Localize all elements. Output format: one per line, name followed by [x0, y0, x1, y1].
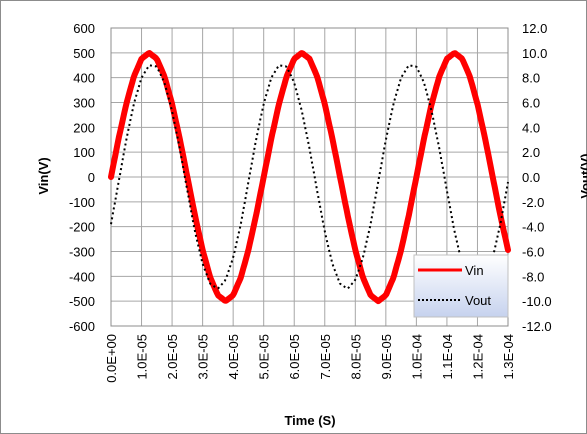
left-axis-tick-label: 600	[73, 21, 95, 36]
x-axis-tick-label: 3.0E-05	[196, 334, 211, 380]
series-line-vout	[110, 64, 509, 290]
right-axis-tick-label: -12.0	[522, 319, 552, 334]
left-axis-tick-label: -200	[69, 220, 95, 235]
x-axis-tick-label: 1.2E-04	[470, 334, 485, 380]
right-axis-tick-label: -2.0	[522, 195, 544, 210]
left-axis-tick-label: -100	[69, 195, 95, 210]
left-axis-tick-label: 300	[73, 96, 95, 111]
x-axis-tick-label: 0.0E+00	[104, 334, 119, 383]
series-line-vin	[108, 50, 511, 305]
legend-label-vin: Vin	[465, 263, 484, 278]
left-axis-title: Vin(V)	[36, 157, 51, 194]
x-axis-tick-label: 4.0E-05	[226, 334, 241, 380]
left-axis-tick-label: 400	[73, 71, 95, 86]
right-axis-tick-label: 8.0	[522, 71, 540, 86]
x-axis-title: Time (S)	[284, 413, 335, 428]
x-axis-tick-label: 5.0E-05	[257, 334, 272, 380]
right-axis-title: Vout(V)	[578, 153, 587, 198]
right-axis-tick-label: -10.0	[522, 294, 552, 309]
left-axis-tick-label: -300	[69, 245, 95, 260]
left-axis-tick-label: 0	[88, 170, 95, 185]
legend-box	[413, 254, 509, 318]
x-axis-tick-label: 1.3E-04	[501, 334, 516, 380]
x-axis-tick-label: 6.0E-05	[287, 334, 302, 380]
left-axis-tick-label: 500	[73, 46, 95, 61]
left-axis-tick-label: -500	[69, 294, 95, 309]
x-axis-tick-label: 9.0E-05	[379, 334, 394, 380]
x-axis-tick-labels: 0.0E+00 1.0E-05 2.0E-05 3.0E-05 4.0E-05 5.0E-…	[104, 334, 516, 383]
right-axis-tick-label: 2.0	[522, 145, 540, 160]
left-axis-tick-label: 200	[73, 120, 95, 135]
right-axis-tick-label: 0.0	[522, 170, 540, 185]
left-axis-tick-label: -600	[69, 319, 95, 334]
left-axis-tick-label: 100	[73, 145, 95, 160]
right-axis-tick-label: 4.0	[522, 120, 540, 135]
x-axis-tick-label: 1.1E-04	[440, 334, 455, 380]
x-axis-tick-label: 7.0E-05	[318, 334, 333, 380]
right-axis-tick-label: 12.0	[522, 21, 547, 36]
right-axis-tick-label: 10.0	[522, 46, 547, 61]
left-axis-tick-labels: 600 500 400 300 200 100 0 -100 -200 -300 -400 -500 -…	[69, 21, 95, 334]
x-axis-tick-label: 8.0E-05	[348, 334, 363, 380]
x-axis-tick-label: 1.0E-04	[409, 334, 424, 380]
right-axis-tick-label: -6.0	[522, 245, 544, 260]
left-axis-tick-label: -400	[69, 269, 95, 284]
legend-label-vout: Vout	[465, 293, 491, 308]
chart-series	[108, 50, 511, 305]
x-axis-tick-label: 1.0E-05	[135, 334, 150, 380]
right-axis-tick-label: 6.0	[522, 96, 540, 111]
chart-legend: Vin Vout	[413, 254, 509, 318]
x-axis-tick-label: 2.0E-05	[165, 334, 180, 380]
right-axis-tick-labels: 12.0 10.0 8.0 6.0 4.0 2.0 0.0 -2.0 -4.0 -6.0 -8.0 -…	[522, 21, 552, 334]
right-axis-tick-label: -4.0	[522, 220, 544, 235]
right-axis-tick-label: -8.0	[522, 269, 544, 284]
